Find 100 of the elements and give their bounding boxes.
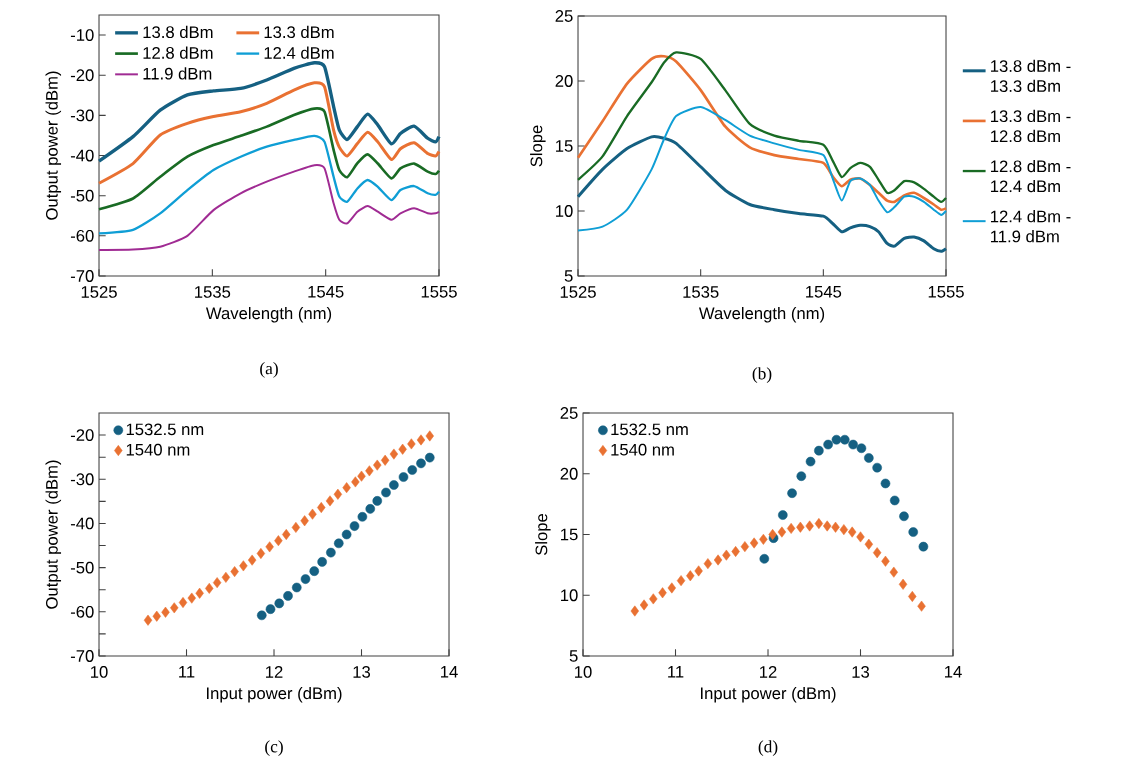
point xyxy=(918,541,929,552)
y-tick-label: -10 xyxy=(70,29,94,41)
y-axis-title: Slope xyxy=(535,513,551,556)
point xyxy=(342,482,351,494)
point xyxy=(649,593,658,605)
point xyxy=(805,456,816,467)
x-tick-label: 10 xyxy=(575,666,592,678)
point xyxy=(848,439,858,450)
point xyxy=(230,566,239,578)
line-series xyxy=(97,61,441,163)
x-tick-label: 1545 xyxy=(806,286,842,298)
point xyxy=(265,604,276,614)
legend-label: 13.8 dBm - 13.3 dBm xyxy=(991,59,1071,92)
point xyxy=(694,565,703,577)
x-tick-label: 11 xyxy=(179,666,195,678)
x-tick-label: 12 xyxy=(266,666,283,678)
point xyxy=(899,511,909,522)
point xyxy=(787,488,797,498)
point xyxy=(814,518,824,530)
point xyxy=(365,504,376,514)
y-tick-label: -30 xyxy=(70,109,94,122)
point xyxy=(839,434,850,445)
point xyxy=(291,582,302,593)
y-axis-title: Slope xyxy=(530,125,546,167)
y-tick-label: 5 xyxy=(564,270,573,282)
point xyxy=(333,488,343,500)
legend-label: 12.4 dBm - 11.9 dBm xyxy=(991,210,1071,243)
point xyxy=(187,592,196,604)
y-tick-label: -50 xyxy=(70,189,94,202)
point xyxy=(889,566,898,578)
text: (a) xyxy=(260,362,278,378)
point xyxy=(823,439,833,450)
y-tick-label: 10 xyxy=(561,589,578,602)
y-tick-label: 20 xyxy=(555,75,573,87)
point xyxy=(283,591,293,601)
point xyxy=(805,520,814,532)
line-series xyxy=(577,105,948,232)
x-tick-label: 1555 xyxy=(928,286,964,298)
point xyxy=(864,453,874,463)
y-tick-label: -60 xyxy=(70,229,94,242)
y-tick-label: -20 xyxy=(70,69,94,82)
point xyxy=(161,606,170,618)
y-tick-label: -60 xyxy=(70,605,94,618)
y-tick-label: 20 xyxy=(560,467,578,480)
point xyxy=(786,522,796,534)
y-tick-label: 25 xyxy=(555,10,573,22)
x-tick-label: 14 xyxy=(441,666,458,678)
x-axis-title: Wavelength (nm) xyxy=(698,306,825,323)
point xyxy=(326,547,336,558)
y-tick-label: -20 xyxy=(70,429,94,441)
x-tick-label: 1545 xyxy=(308,286,344,298)
legend-label: 12.8 dBm xyxy=(143,46,213,59)
x-axis-title: Wavelength (nm) xyxy=(205,306,332,323)
point xyxy=(722,549,731,561)
point xyxy=(357,512,368,522)
point xyxy=(357,470,366,482)
legend-label: 13.8 dBm xyxy=(143,25,213,39)
legend-label: 1532.5 nm xyxy=(611,423,688,436)
point xyxy=(389,448,399,460)
point xyxy=(713,554,723,566)
point xyxy=(170,602,179,614)
point xyxy=(658,587,667,599)
y-tick-label: 15 xyxy=(556,140,573,152)
x-tick-label: 14 xyxy=(945,666,962,678)
point xyxy=(341,529,352,540)
point xyxy=(308,508,317,520)
point xyxy=(848,526,857,538)
point xyxy=(880,478,891,489)
point xyxy=(372,496,383,506)
point xyxy=(823,520,832,532)
point xyxy=(274,598,285,609)
point xyxy=(300,574,311,584)
point xyxy=(759,553,770,564)
y-axis-title: Output power (dBm) xyxy=(45,71,62,220)
line-series xyxy=(576,135,948,253)
point xyxy=(152,610,161,622)
x-tick-label: 1525 xyxy=(560,286,596,298)
point xyxy=(898,578,908,590)
point xyxy=(872,462,882,473)
y-tick-label: -30 xyxy=(70,473,94,486)
y-tick-label: 5 xyxy=(569,650,578,662)
point xyxy=(365,465,374,477)
y-tick-label: -50 xyxy=(70,561,94,574)
point xyxy=(686,570,695,582)
point xyxy=(212,577,222,589)
point xyxy=(349,521,360,531)
point xyxy=(676,575,686,587)
point xyxy=(309,566,320,576)
point xyxy=(831,521,840,533)
point xyxy=(881,555,890,567)
y-tick-label: 10 xyxy=(556,205,573,217)
point xyxy=(398,443,407,455)
legend-label: 13.3 dBm - 12.8 dBm xyxy=(991,109,1071,143)
y-tick-label: 15 xyxy=(561,528,578,541)
legend-label: 13.3 dBm xyxy=(264,25,334,39)
legend-label: 12.8 dBm - 12.4 dBm xyxy=(991,159,1071,193)
point xyxy=(424,452,435,463)
point xyxy=(389,480,399,490)
y-tick-label: 25 xyxy=(560,407,578,419)
point xyxy=(380,454,390,466)
